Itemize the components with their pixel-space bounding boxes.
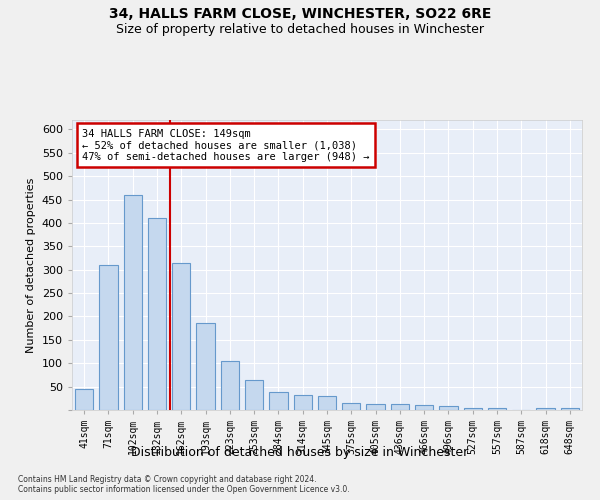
Y-axis label: Number of detached properties: Number of detached properties [26, 178, 36, 352]
Bar [221, 362, 239, 410]
Bar [391, 404, 409, 410]
Bar [75, 389, 93, 410]
Bar [464, 408, 482, 410]
Text: Contains HM Land Registry data © Crown copyright and database right 2024.: Contains HM Land Registry data © Crown c… [18, 475, 317, 484]
Bar [488, 408, 506, 410]
Bar [245, 380, 263, 410]
Bar [415, 406, 433, 410]
Text: Distribution of detached houses by size in Winchester: Distribution of detached houses by size … [131, 446, 469, 459]
Bar [318, 396, 336, 410]
Bar [196, 324, 215, 410]
Text: 34, HALLS FARM CLOSE, WINCHESTER, SO22 6RE: 34, HALLS FARM CLOSE, WINCHESTER, SO22 6… [109, 8, 491, 22]
Bar [439, 406, 458, 410]
Text: Size of property relative to detached houses in Winchester: Size of property relative to detached ho… [116, 22, 484, 36]
Bar [172, 262, 190, 410]
Bar [293, 395, 312, 410]
Bar [148, 218, 166, 410]
Bar [124, 195, 142, 410]
Bar [536, 408, 554, 410]
Bar [100, 265, 118, 410]
Text: 34 HALLS FARM CLOSE: 149sqm
← 52% of detached houses are smaller (1,038)
47% of : 34 HALLS FARM CLOSE: 149sqm ← 52% of det… [82, 128, 370, 162]
Bar [269, 392, 287, 410]
Bar [367, 404, 385, 410]
Text: Contains public sector information licensed under the Open Government Licence v3: Contains public sector information licen… [18, 485, 350, 494]
Bar [561, 408, 579, 410]
Bar [342, 404, 361, 410]
